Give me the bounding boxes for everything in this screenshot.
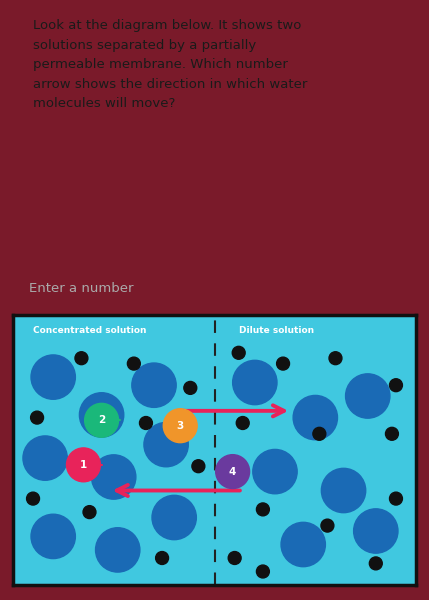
Text: Look at the diagram below. It shows two
solutions separated by a partially
perme: Look at the diagram below. It shows two … [33, 19, 308, 110]
Ellipse shape [192, 460, 205, 473]
Ellipse shape [257, 503, 269, 516]
Ellipse shape [184, 382, 197, 394]
Ellipse shape [31, 514, 76, 559]
Ellipse shape [139, 416, 152, 430]
Ellipse shape [257, 565, 269, 578]
Ellipse shape [216, 455, 250, 488]
Text: Dilute solution: Dilute solution [239, 326, 314, 335]
Ellipse shape [313, 427, 326, 440]
Ellipse shape [132, 363, 176, 407]
Ellipse shape [91, 455, 136, 499]
Ellipse shape [96, 528, 140, 572]
Text: Enter a number: Enter a number [29, 283, 133, 295]
Ellipse shape [369, 557, 382, 570]
Ellipse shape [321, 469, 366, 512]
Ellipse shape [23, 436, 67, 480]
Ellipse shape [386, 427, 399, 440]
Text: 1: 1 [80, 460, 87, 470]
Ellipse shape [253, 449, 297, 494]
Text: 2: 2 [98, 415, 105, 425]
Ellipse shape [232, 346, 245, 359]
Ellipse shape [233, 361, 277, 404]
Ellipse shape [83, 506, 96, 518]
Ellipse shape [236, 416, 249, 430]
Ellipse shape [277, 357, 290, 370]
Text: 3: 3 [177, 421, 184, 431]
Ellipse shape [127, 357, 140, 370]
Ellipse shape [228, 551, 241, 565]
Ellipse shape [27, 492, 39, 505]
Ellipse shape [156, 551, 169, 565]
Ellipse shape [346, 374, 390, 418]
Ellipse shape [30, 411, 43, 424]
Ellipse shape [293, 395, 338, 440]
Ellipse shape [85, 403, 118, 437]
Ellipse shape [152, 496, 196, 539]
Ellipse shape [329, 352, 342, 365]
Ellipse shape [390, 492, 402, 505]
Text: Concentrated solution: Concentrated solution [33, 326, 147, 335]
Text: 4: 4 [229, 467, 236, 476]
Ellipse shape [163, 409, 197, 443]
Ellipse shape [31, 355, 76, 399]
Ellipse shape [390, 379, 402, 392]
Ellipse shape [281, 523, 325, 566]
Ellipse shape [66, 448, 100, 482]
Ellipse shape [144, 422, 188, 467]
Ellipse shape [353, 509, 398, 553]
Ellipse shape [75, 352, 88, 365]
Ellipse shape [79, 393, 124, 437]
Ellipse shape [321, 519, 334, 532]
